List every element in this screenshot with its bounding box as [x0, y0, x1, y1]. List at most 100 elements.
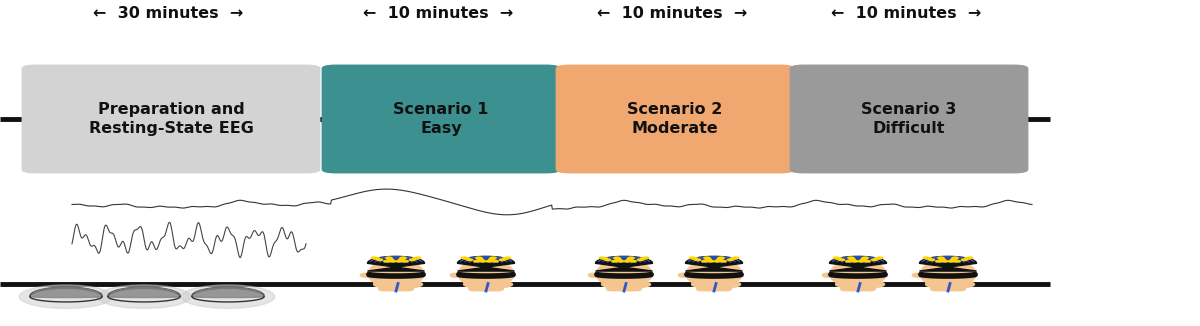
Polygon shape — [595, 256, 653, 271]
Polygon shape — [457, 256, 515, 271]
Circle shape — [614, 257, 619, 259]
Circle shape — [950, 259, 956, 260]
Circle shape — [628, 258, 634, 259]
Circle shape — [706, 259, 712, 260]
Circle shape — [612, 260, 618, 262]
Text: Scenario 3
Difficult: Scenario 3 Difficult — [862, 102, 956, 136]
Ellipse shape — [19, 285, 113, 308]
Circle shape — [616, 259, 622, 260]
Circle shape — [714, 260, 720, 262]
Circle shape — [689, 257, 695, 259]
Circle shape — [708, 260, 714, 262]
Circle shape — [386, 258, 392, 259]
Ellipse shape — [691, 280, 740, 289]
Circle shape — [618, 260, 624, 262]
Circle shape — [492, 260, 498, 262]
Polygon shape — [829, 256, 887, 271]
Circle shape — [386, 257, 391, 259]
Text: ←  10 minutes  →: ← 10 minutes → — [830, 6, 982, 21]
Circle shape — [836, 258, 841, 259]
Circle shape — [965, 258, 970, 259]
Ellipse shape — [450, 273, 461, 277]
Ellipse shape — [835, 280, 884, 289]
Circle shape — [948, 260, 954, 262]
Circle shape — [848, 257, 853, 259]
Circle shape — [860, 259, 866, 260]
Circle shape — [490, 258, 496, 259]
Circle shape — [864, 260, 870, 262]
Circle shape — [953, 257, 958, 259]
Circle shape — [875, 258, 880, 259]
Circle shape — [720, 260, 726, 262]
Circle shape — [863, 257, 868, 259]
FancyBboxPatch shape — [469, 280, 503, 291]
Circle shape — [388, 259, 394, 260]
Circle shape — [401, 257, 406, 259]
Circle shape — [630, 260, 636, 262]
Polygon shape — [108, 288, 180, 298]
Text: ←  10 minutes  →: ← 10 minutes → — [596, 6, 748, 21]
Ellipse shape — [596, 260, 652, 288]
Circle shape — [467, 259, 473, 260]
Circle shape — [371, 257, 377, 259]
Circle shape — [486, 260, 492, 262]
Circle shape — [716, 259, 722, 260]
Circle shape — [478, 259, 484, 260]
Circle shape — [488, 259, 494, 260]
Ellipse shape — [686, 260, 742, 288]
Ellipse shape — [97, 285, 191, 308]
FancyBboxPatch shape — [790, 65, 1028, 173]
Ellipse shape — [463, 280, 512, 289]
Circle shape — [505, 257, 511, 259]
Circle shape — [626, 259, 632, 260]
Polygon shape — [367, 256, 425, 271]
Circle shape — [605, 259, 611, 260]
Circle shape — [503, 258, 508, 259]
Circle shape — [624, 260, 630, 262]
Circle shape — [409, 259, 415, 260]
Circle shape — [926, 258, 931, 259]
Circle shape — [877, 257, 883, 259]
FancyBboxPatch shape — [931, 280, 965, 291]
Polygon shape — [919, 256, 977, 271]
Circle shape — [602, 258, 607, 259]
Circle shape — [936, 260, 942, 262]
Circle shape — [850, 259, 856, 260]
Circle shape — [643, 257, 649, 259]
Circle shape — [839, 259, 845, 260]
Ellipse shape — [360, 273, 371, 277]
Circle shape — [702, 260, 708, 262]
Ellipse shape — [830, 260, 886, 288]
Circle shape — [929, 259, 935, 260]
Circle shape — [718, 258, 724, 259]
Circle shape — [390, 260, 396, 262]
Text: Scenario 1
Easy: Scenario 1 Easy — [394, 102, 488, 136]
Circle shape — [923, 257, 929, 259]
Ellipse shape — [368, 260, 424, 288]
FancyBboxPatch shape — [841, 280, 875, 291]
Ellipse shape — [458, 260, 514, 288]
Circle shape — [629, 257, 634, 259]
Circle shape — [692, 258, 697, 259]
Circle shape — [415, 257, 421, 259]
Circle shape — [480, 260, 486, 262]
Circle shape — [695, 259, 701, 260]
Circle shape — [852, 260, 858, 262]
Circle shape — [499, 259, 505, 260]
Circle shape — [476, 258, 482, 259]
Circle shape — [952, 258, 958, 259]
Circle shape — [733, 257, 739, 259]
Circle shape — [704, 257, 709, 259]
Circle shape — [384, 260, 390, 262]
Ellipse shape — [678, 273, 689, 277]
Circle shape — [396, 260, 402, 262]
Text: ←  30 minutes  →: ← 30 minutes → — [92, 6, 244, 21]
Circle shape — [413, 258, 418, 259]
Circle shape — [641, 258, 646, 259]
Text: Preparation and
Resting-State EEG: Preparation and Resting-State EEG — [89, 102, 253, 136]
Circle shape — [938, 257, 943, 259]
Circle shape — [719, 257, 724, 259]
Circle shape — [491, 257, 496, 259]
Circle shape — [862, 258, 868, 259]
Circle shape — [846, 260, 852, 262]
